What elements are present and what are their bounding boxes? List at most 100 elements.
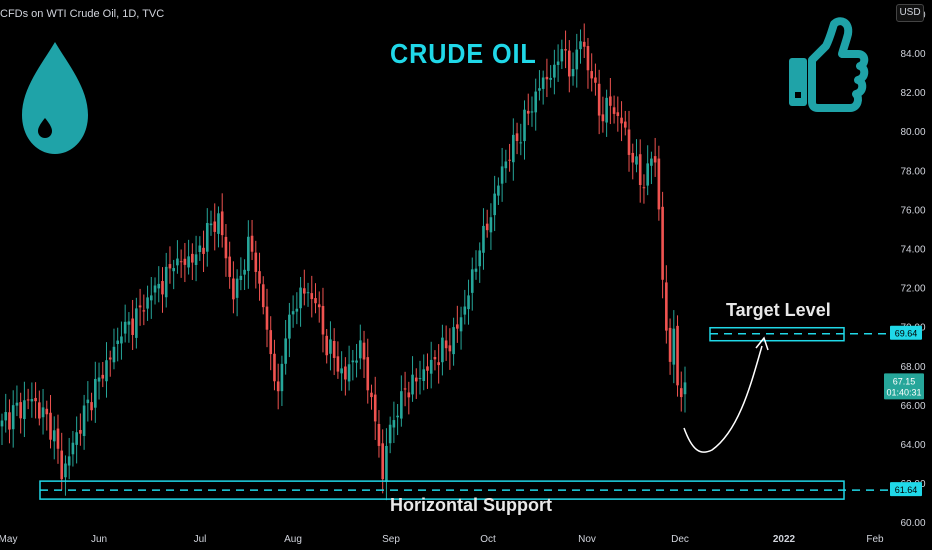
candle-body bbox=[653, 156, 657, 163]
x-tick-label: Jun bbox=[91, 534, 107, 545]
candle-body bbox=[515, 133, 519, 141]
candle-body bbox=[280, 363, 284, 392]
candle-body bbox=[575, 49, 579, 70]
candle-body bbox=[377, 423, 381, 446]
candle-body bbox=[11, 405, 15, 430]
x-tick-label: Aug bbox=[284, 534, 302, 545]
candle-body bbox=[52, 430, 56, 442]
candle-body bbox=[317, 304, 321, 308]
candle-body bbox=[668, 327, 672, 362]
candle-body bbox=[247, 236, 250, 271]
candle-body bbox=[217, 213, 220, 234]
candle-body bbox=[97, 377, 101, 382]
candle-body bbox=[288, 314, 291, 339]
candle-body bbox=[269, 330, 273, 355]
candle-body bbox=[504, 161, 508, 169]
candle-body bbox=[370, 392, 373, 398]
candle-body bbox=[146, 297, 149, 309]
x-tick-label: 2022 bbox=[773, 534, 796, 545]
candle-body bbox=[414, 377, 418, 382]
x-tick-label: May bbox=[0, 534, 17, 545]
candle-body bbox=[299, 287, 302, 309]
candle-body bbox=[351, 360, 355, 363]
candle-body bbox=[179, 261, 183, 263]
candle-body bbox=[579, 41, 582, 50]
candle-body bbox=[418, 378, 422, 380]
candle-body bbox=[284, 338, 287, 364]
candle-body bbox=[366, 357, 370, 391]
candle-body bbox=[519, 142, 523, 144]
candle-body bbox=[556, 61, 560, 65]
candle-body bbox=[672, 328, 676, 365]
horizontal-support-label: Horizontal Support bbox=[390, 495, 552, 515]
candle-body bbox=[594, 77, 597, 83]
candle-body bbox=[623, 121, 627, 128]
candle-body bbox=[381, 443, 384, 480]
candle-body bbox=[90, 402, 93, 411]
candle-body bbox=[530, 111, 534, 113]
candle-body bbox=[93, 378, 97, 408]
candle-body bbox=[34, 397, 37, 402]
currency-badge[interactable]: USD bbox=[896, 4, 924, 22]
candle-body bbox=[478, 250, 482, 267]
candle-body bbox=[586, 46, 590, 71]
candle-body bbox=[75, 432, 78, 445]
candle-body bbox=[470, 269, 474, 293]
candle-body bbox=[605, 97, 608, 123]
candle-body bbox=[138, 305, 142, 308]
candle-body bbox=[243, 269, 246, 275]
candle-body bbox=[400, 391, 403, 419]
candle-body bbox=[303, 288, 306, 294]
candle-body bbox=[456, 324, 459, 329]
candle-body bbox=[329, 339, 332, 354]
candle-body bbox=[448, 345, 452, 352]
candle-body bbox=[560, 49, 564, 62]
x-tick-label: Sep bbox=[382, 534, 400, 545]
candle-body bbox=[538, 88, 541, 91]
y-tick-label: 76.00 bbox=[900, 205, 925, 216]
candle-body bbox=[131, 318, 134, 335]
candle-body bbox=[258, 271, 261, 284]
candle-body bbox=[205, 223, 209, 252]
y-tick-label: 68.00 bbox=[900, 362, 925, 373]
candle-body bbox=[187, 256, 190, 268]
candle-body bbox=[172, 268, 175, 272]
candle-body bbox=[549, 77, 552, 80]
candle-body bbox=[79, 430, 82, 434]
candle-body bbox=[433, 357, 437, 360]
candle-body bbox=[627, 129, 631, 155]
candle-body bbox=[82, 405, 86, 437]
candle-body bbox=[642, 187, 646, 189]
candle-body bbox=[638, 154, 642, 185]
candle-body bbox=[306, 292, 310, 294]
y-tick-label: 72.00 bbox=[900, 284, 925, 295]
projection-arrow bbox=[683, 345, 763, 453]
candle-body bbox=[564, 49, 567, 51]
candle-body bbox=[635, 156, 638, 165]
candle-body bbox=[422, 369, 426, 381]
candle-body bbox=[49, 412, 52, 440]
candle-body bbox=[64, 463, 67, 478]
candle-body bbox=[500, 166, 504, 184]
candle-body bbox=[650, 158, 653, 166]
candle-body bbox=[273, 353, 276, 382]
x-tick-label: Nov bbox=[578, 534, 596, 545]
candle-body bbox=[683, 382, 687, 395]
x-tick-label: Oct bbox=[480, 534, 496, 545]
candle-body bbox=[228, 256, 231, 277]
candle-body bbox=[437, 362, 440, 366]
candle-body bbox=[609, 96, 612, 106]
y-tick-label: 60.00 bbox=[900, 518, 925, 529]
candle-body bbox=[105, 360, 108, 382]
candle-body bbox=[164, 266, 168, 298]
last-price-label: 67.15 bbox=[893, 376, 916, 386]
candle-body bbox=[19, 402, 22, 419]
candle-body bbox=[38, 402, 41, 419]
candle-body bbox=[493, 193, 496, 216]
candle-body bbox=[232, 278, 235, 300]
candle-body bbox=[209, 223, 213, 226]
candle-body bbox=[620, 117, 623, 124]
y-tick-label: 64.00 bbox=[900, 440, 925, 451]
